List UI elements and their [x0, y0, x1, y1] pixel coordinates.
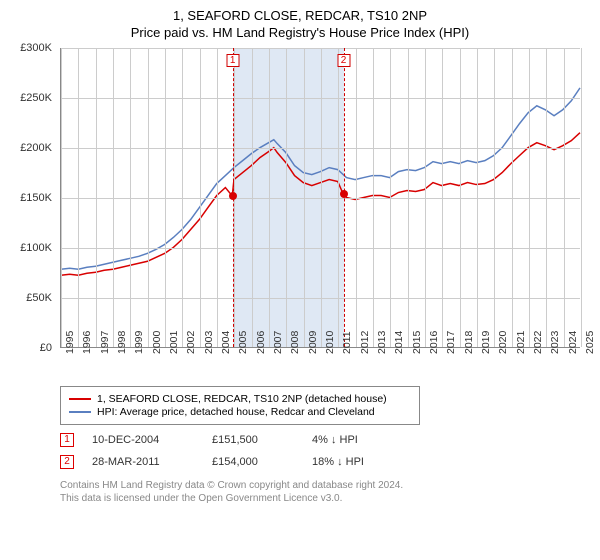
grid-line-v [442, 48, 443, 347]
x-tick-label: 2000 [151, 330, 163, 353]
grid-line-v [373, 48, 374, 347]
sale-badge: 2 [60, 455, 74, 469]
footer-line-1: Contains HM Land Registry data © Crown c… [60, 479, 588, 492]
sale-diff: 18% ↓ HPI [312, 456, 402, 468]
x-tick-label: 2020 [497, 330, 509, 353]
grid-line-v [269, 48, 270, 347]
x-tick-label: 2007 [272, 330, 284, 353]
x-tick-label: 2011 [341, 331, 353, 354]
sales-list: 1 10-DEC-2004£151,5004% ↓ HPI 2 28-MAR-2011… [12, 433, 588, 469]
x-tick-label: 2006 [255, 330, 267, 353]
x-tick-label: 2012 [359, 330, 371, 353]
grid-line-v [390, 48, 391, 347]
x-tick-label: 1999 [133, 330, 145, 353]
sale-dot [229, 192, 237, 200]
grid-line-v [338, 48, 339, 347]
grid-line-v [460, 48, 461, 347]
grid-line-v [96, 48, 97, 347]
x-tick-label: 2003 [203, 330, 215, 353]
sale-date: 10-DEC-2004 [92, 434, 212, 446]
grid-line-v [130, 48, 131, 347]
footer-attribution: Contains HM Land Registry data © Crown c… [60, 479, 588, 505]
x-tick-label: 2014 [393, 330, 405, 353]
sale-marker-badge: 1 [226, 54, 239, 67]
x-tick-label: 1996 [81, 330, 93, 353]
sale-marker-badge: 2 [337, 54, 350, 67]
title-line-1: 1, SEAFORD CLOSE, REDCAR, TS10 2NP [12, 8, 588, 25]
grid-line-v [356, 48, 357, 347]
y-tick-label: £0 [40, 342, 52, 354]
sale-row: 2 28-MAR-2011£154,00018% ↓ HPI [60, 455, 588, 469]
x-tick-label: 2025 [584, 330, 596, 353]
x-tick-label: 2001 [168, 330, 180, 353]
x-tick-label: 2019 [480, 330, 492, 353]
chart-title-block: 1, SEAFORD CLOSE, REDCAR, TS10 2NP Price… [12, 8, 588, 42]
x-tick-label: 2024 [567, 330, 579, 353]
grid-line-v [286, 48, 287, 347]
x-tick-label: 2018 [463, 330, 475, 353]
grid-line-v [581, 48, 582, 347]
sale-date: 28-MAR-2011 [92, 456, 212, 468]
grid-line-v [529, 48, 530, 347]
x-tick-label: 1995 [64, 330, 76, 353]
y-tick-label: £200K [20, 142, 52, 154]
x-tick-label: 2005 [237, 330, 249, 353]
grid-line-v [78, 48, 79, 347]
x-tick-label: 1998 [116, 330, 128, 353]
x-tick-label: 2016 [428, 330, 440, 353]
legend-swatch [69, 398, 91, 400]
x-tick-label: 2004 [220, 330, 232, 353]
y-tick-label: £150K [20, 192, 52, 204]
y-tick-label: £300K [20, 42, 52, 54]
grid-line-v [200, 48, 201, 347]
x-tick-label: 2021 [515, 330, 527, 353]
chart-area: £0£50K£100K£150K£200K£250K£300K 12 19951… [12, 48, 588, 378]
x-tick-label: 2010 [324, 330, 336, 353]
legend-label: HPI: Average price, detached house, Redc… [97, 406, 375, 418]
legend-row: 1, SEAFORD CLOSE, REDCAR, TS10 2NP (deta… [69, 393, 411, 405]
sale-diff: 4% ↓ HPI [312, 434, 402, 446]
grid-line-v [61, 48, 62, 347]
grid-line-v [182, 48, 183, 347]
x-tick-label: 1997 [99, 330, 111, 353]
y-tick-label: £100K [20, 242, 52, 254]
y-tick-label: £250K [20, 92, 52, 104]
grid-line-v [148, 48, 149, 347]
grid-line-v [512, 48, 513, 347]
legend-label: 1, SEAFORD CLOSE, REDCAR, TS10 2NP (deta… [97, 393, 387, 405]
grid-line-v [217, 48, 218, 347]
grid-line-v [304, 48, 305, 347]
grid-line-v [477, 48, 478, 347]
grid-line-v [165, 48, 166, 347]
sale-price: £154,000 [212, 456, 312, 468]
sale-badge: 1 [60, 433, 74, 447]
sale-row: 1 10-DEC-2004£151,5004% ↓ HPI [60, 433, 588, 447]
grid-line-v [546, 48, 547, 347]
legend: 1, SEAFORD CLOSE, REDCAR, TS10 2NP (deta… [60, 386, 420, 425]
grid-line-v [113, 48, 114, 347]
grid-line-v [564, 48, 565, 347]
legend-row: HPI: Average price, detached house, Redc… [69, 406, 411, 418]
sale-dot [340, 190, 348, 198]
legend-swatch [69, 411, 91, 413]
grid-line-v [494, 48, 495, 347]
x-tick-label: 2008 [289, 330, 301, 353]
grid-line-v [252, 48, 253, 347]
sale-price: £151,500 [212, 434, 312, 446]
footer-line-2: This data is licensed under the Open Gov… [60, 492, 588, 505]
y-tick-label: £50K [26, 292, 52, 304]
grid-line-v [321, 48, 322, 347]
x-tick-label: 2013 [376, 330, 388, 353]
x-tick-label: 2017 [445, 330, 457, 353]
x-tick-label: 2002 [185, 330, 197, 353]
grid-line-v [425, 48, 426, 347]
x-tick-label: 2015 [411, 330, 423, 353]
x-tick-label: 2022 [532, 330, 544, 353]
y-axis-labels: £0£50K£100K£150K£200K£250K£300K [12, 48, 56, 348]
plot-area: 12 [60, 48, 580, 348]
grid-line-v [408, 48, 409, 347]
title-line-2: Price paid vs. HM Land Registry's House … [12, 25, 588, 42]
x-tick-label: 2009 [307, 330, 319, 353]
x-tick-label: 2023 [549, 330, 561, 353]
